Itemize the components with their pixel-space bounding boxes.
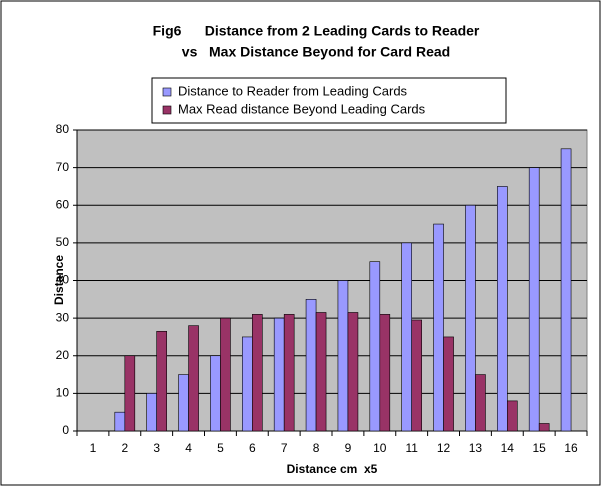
bar [273, 317, 285, 432]
bar [156, 330, 167, 432]
y-tick-label: 30 [56, 310, 70, 324]
bar [475, 374, 486, 432]
bar [433, 223, 444, 432]
bar [124, 355, 136, 432]
x-tick-label: 15 [533, 441, 547, 455]
x-tick-label: 3 [153, 441, 160, 455]
bar [146, 393, 157, 432]
x-tick-label: 14 [501, 441, 515, 455]
y-tick-label: 50 [56, 235, 70, 249]
y-tick-label: 40 [56, 273, 70, 287]
bar [114, 411, 126, 432]
legend-label: Max Read distance Beyond Leading Cards [178, 101, 426, 116]
bar [252, 314, 263, 432]
bar [465, 204, 476, 432]
chart-title: vs Max Distance Beyond for Card Read [182, 44, 450, 60]
bar [337, 280, 349, 432]
bar [220, 317, 231, 432]
x-tick-label: 16 [564, 441, 578, 455]
bar [411, 319, 422, 432]
bar [507, 400, 518, 432]
y-axis-title: Distance [52, 255, 66, 305]
x-axis-title: Distance cm x5 [287, 462, 378, 476]
legend [151, 77, 507, 124]
bar [210, 355, 221, 432]
x-tick-label: 9 [345, 441, 352, 455]
bar [379, 314, 391, 432]
chart-title: Fig6 Distance from 2 Leading Cards to Re… [153, 23, 480, 39]
bar [401, 242, 412, 432]
x-tick-label: 7 [281, 441, 288, 455]
x-tick-label: 11 [405, 441, 418, 455]
bar [188, 325, 199, 432]
x-tick-label: 6 [249, 441, 256, 455]
y-tick-label: 20 [56, 348, 70, 362]
x-tick-label: 5 [217, 441, 224, 455]
bar [538, 423, 550, 432]
x-tick-label: 2 [121, 441, 128, 455]
y-tick-label: 70 [56, 160, 70, 174]
bar [242, 336, 253, 432]
y-tick-label: 80 [56, 122, 70, 136]
bar [283, 314, 295, 432]
y-tick-label: 0 [62, 423, 69, 437]
bar [497, 186, 508, 432]
bar [369, 261, 381, 432]
bar [305, 299, 317, 432]
x-tick-label: 8 [313, 441, 320, 455]
x-tick-label: 12 [437, 441, 451, 455]
x-tick-label: 4 [185, 441, 192, 455]
legend-label: Distance to Reader from Leading Cards [178, 83, 408, 98]
bar [560, 148, 572, 432]
bar [178, 374, 189, 432]
x-tick-label: 1 [90, 441, 97, 455]
legend-swatch [162, 87, 172, 97]
x-tick-label: 13 [469, 441, 483, 455]
y-tick-label: 10 [56, 386, 70, 400]
y-tick-label: 60 [56, 197, 70, 211]
bar [443, 336, 454, 432]
bar [315, 312, 327, 432]
legend-swatch [162, 105, 172, 115]
bar [528, 167, 540, 432]
bar [347, 312, 359, 432]
x-tick-label: 10 [373, 441, 387, 455]
